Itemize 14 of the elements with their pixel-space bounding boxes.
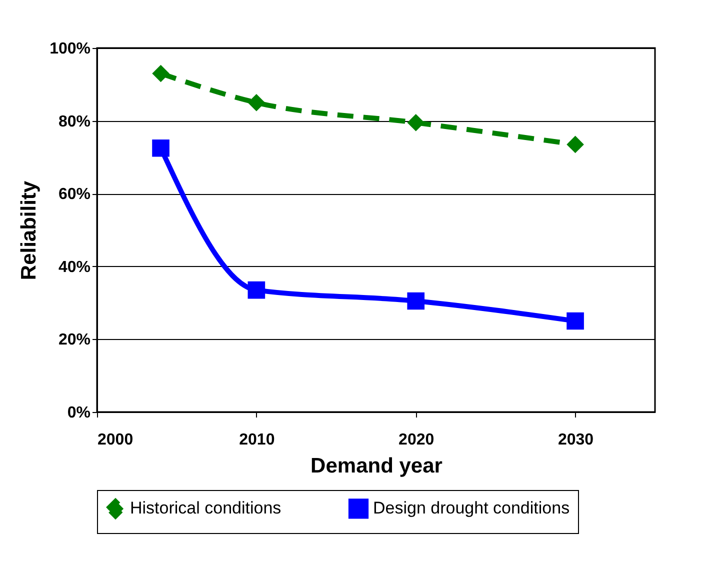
y-tick-label: 0% [67,404,90,422]
y-tick-label: 80% [58,113,90,130]
x-tick-label: 2010 [239,432,275,448]
y-axis-title: Reliability [18,180,41,280]
y-tick-label: 100% [50,40,90,58]
x-tick-label: 2000 [98,432,134,448]
y-tick-label: 20% [58,332,90,349]
legend-label: Design drought conditions [373,498,570,518]
legend-label: Historical conditions [130,498,282,518]
y-tick-label: 60% [58,186,90,204]
x-axis-title: Demand year [310,454,442,478]
y-tick-label: 40% [58,258,90,276]
x-tick-label: 2020 [398,432,434,448]
x-tick-label: 2030 [558,432,594,448]
